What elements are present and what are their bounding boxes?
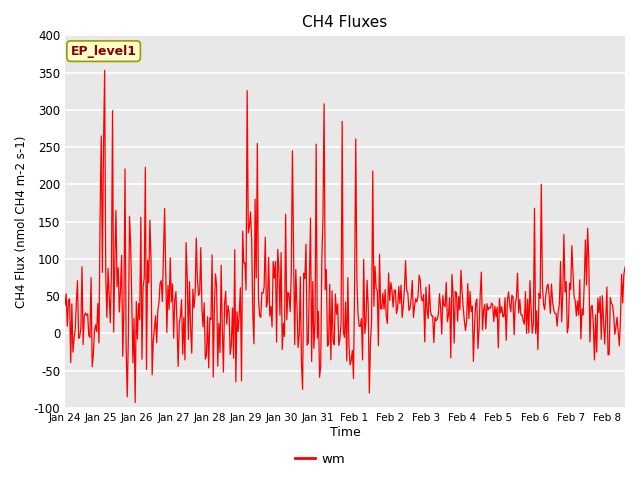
X-axis label: Time: Time	[330, 426, 360, 439]
Title: CH4 Fluxes: CH4 Fluxes	[302, 15, 388, 30]
Text: EP_level1: EP_level1	[70, 45, 137, 58]
Y-axis label: CH4 Flux (nmol CH4 m-2 s-1): CH4 Flux (nmol CH4 m-2 s-1)	[15, 135, 28, 308]
Legend: wm: wm	[290, 447, 350, 471]
